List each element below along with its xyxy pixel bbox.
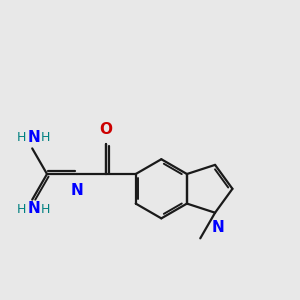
Text: N: N	[27, 130, 40, 146]
Text: H: H	[17, 202, 27, 216]
Text: H: H	[17, 131, 27, 144]
Text: N: N	[27, 201, 40, 216]
Text: O: O	[100, 122, 112, 137]
Text: H: H	[41, 131, 50, 144]
Text: H: H	[41, 202, 50, 216]
Text: N: N	[70, 183, 83, 198]
Text: N: N	[212, 220, 224, 235]
